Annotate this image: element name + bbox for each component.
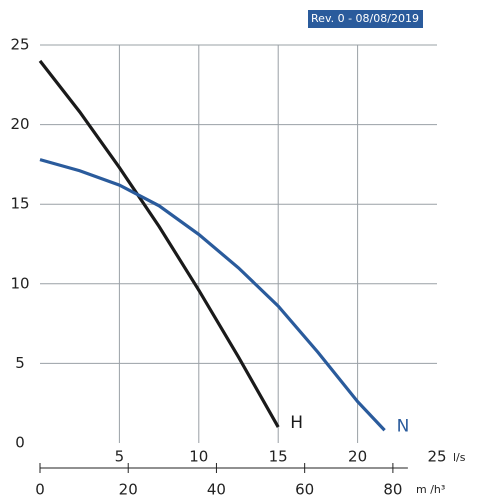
y-tick-label: 25: [10, 36, 29, 54]
y-tick-label: 10: [10, 274, 29, 292]
badge-box: [308, 10, 423, 28]
x2-unit: m /h³: [416, 483, 445, 496]
y-tick-label: 5: [15, 354, 25, 372]
x2-tick-label: 40: [207, 481, 226, 499]
x2-tick-label: 20: [119, 481, 138, 499]
y-tick-label: 0: [15, 434, 25, 452]
y-tick-label: 20: [10, 115, 29, 133]
x-tick-label: 5: [115, 448, 125, 466]
curve: [38, 59, 280, 428]
x-tick-label: 15: [269, 448, 288, 466]
x-unit: l/s: [453, 451, 466, 464]
x-tick-label: 25: [427, 448, 446, 466]
x-tick-label: 20: [348, 448, 367, 466]
curve: [39, 158, 386, 432]
series-label: N: [397, 416, 410, 436]
y-tick-label: 15: [10, 195, 29, 213]
badge: Rev. 0 - 08/08/2019: [311, 12, 419, 25]
x2-tick-label: 80: [383, 481, 402, 499]
x2-tick-label: 0: [35, 481, 45, 499]
x-tick-label: 10: [189, 448, 208, 466]
x2-tick-label: 60: [295, 481, 314, 499]
series-label: H: [290, 413, 303, 433]
